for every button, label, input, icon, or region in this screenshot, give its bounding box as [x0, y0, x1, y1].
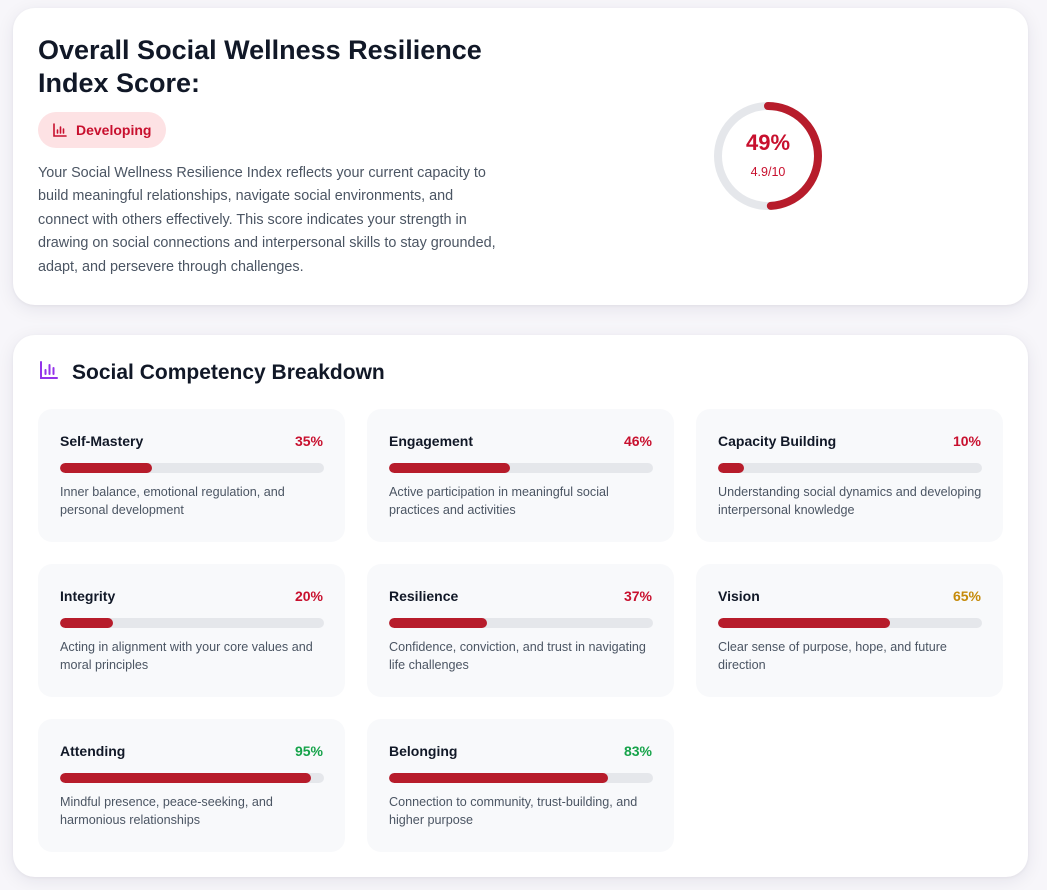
competency-percent: 37%	[623, 588, 652, 604]
competency-description: Understanding social dynamics and develo…	[718, 485, 982, 517]
competency-name: Engagement	[389, 433, 474, 449]
competency-card: Self-Mastery 35% Inner balance, emotional …	[38, 409, 345, 542]
status-badge-label: Developing	[76, 122, 152, 138]
competency-progress-fill	[718, 463, 745, 473]
competency-description: Inner balance, emotional regulation, and…	[60, 485, 285, 517]
competency-percent: 83%	[623, 743, 652, 759]
competency-card: Capacity Building 10% Understanding social…	[696, 409, 1003, 542]
competency-percent: 65%	[952, 588, 981, 604]
overall-description: Your Social Wellness Resilience Index re…	[38, 165, 496, 275]
status-badge: Developing	[38, 112, 167, 148]
gauge-score: 4.9/10	[750, 165, 786, 179]
competency-name: Attending	[60, 743, 126, 759]
competency-card: Integrity 20% Acting in alignment with you…	[38, 564, 345, 697]
section-title: Social Competency Breakdown	[72, 360, 385, 384]
competency-progress-track	[718, 618, 982, 628]
competency-progress-track	[60, 773, 324, 783]
bar-chart-icon	[38, 359, 60, 386]
competency-card: Attending 95% Mindful presence, peace-seek…	[38, 719, 345, 852]
gauge-arc	[714, 102, 822, 210]
competency-progress-fill	[718, 618, 890, 628]
competency-name: Resilience	[389, 588, 459, 604]
competency-description: Acting in alignment with your core value…	[60, 640, 313, 672]
competency-progress-track	[60, 618, 324, 628]
gauge-percent: 49%	[745, 130, 791, 155]
competency-card: Resilience 37% Confidence, conviction, and…	[367, 564, 674, 697]
competency-percent: 46%	[623, 433, 652, 449]
competency-description: Clear sense of purpose, hope, and future…	[718, 640, 947, 672]
competency-percent: 35%	[294, 433, 323, 449]
page-title: Overall Social Wellness Resilience Index…	[38, 35, 482, 98]
section-header: Social Competency Breakdown	[38, 359, 385, 386]
competency-name: Vision	[718, 588, 760, 604]
competency-card: Belonging 83% Connection to community, tru…	[367, 719, 674, 852]
competency-name: Belonging	[389, 743, 458, 759]
overall-score-card: Overall Social Wellness Resilience Index…	[13, 8, 1028, 305]
competency-progress-fill	[60, 773, 311, 783]
competency-percent: 95%	[294, 743, 323, 759]
score-gauge: 49% 4.9/10	[712, 100, 824, 212]
competency-progress-track	[718, 463, 982, 473]
competency-progress-track	[389, 773, 653, 783]
competency-description: Mindful presence, peace-seeking, and har…	[60, 795, 273, 827]
competency-grid: Self-Mastery 35% Inner balance, emotional …	[38, 409, 1003, 852]
competency-progress-fill	[60, 463, 153, 473]
competency-description: Active participation in meaningful socia…	[389, 485, 609, 517]
competency-progress-track	[389, 618, 653, 628]
competency-progress-fill	[389, 773, 609, 783]
competency-progress-track	[389, 463, 653, 473]
bar-chart-icon	[52, 122, 68, 138]
competency-name: Self-Mastery	[60, 433, 144, 449]
competency-percent: 20%	[294, 588, 323, 604]
competency-name: Integrity	[60, 588, 116, 604]
competency-percent: 10%	[952, 433, 981, 449]
competency-breakdown-card: Social Competency Breakdown Self-Mastery…	[13, 335, 1028, 877]
competency-description: Confidence, conviction, and trust in nav…	[389, 640, 646, 672]
competency-card: Vision 65% Clear sense of purpose, hope, a…	[696, 564, 1003, 697]
competency-card: Engagement 46% Active participation in mea…	[367, 409, 674, 542]
competency-description: Connection to community, trust-building,…	[389, 795, 638, 827]
competency-progress-track	[60, 463, 324, 473]
competency-progress-fill	[60, 618, 113, 628]
competency-name: Capacity Building	[718, 433, 837, 449]
competency-progress-fill	[389, 618, 487, 628]
competency-progress-fill	[389, 463, 511, 473]
